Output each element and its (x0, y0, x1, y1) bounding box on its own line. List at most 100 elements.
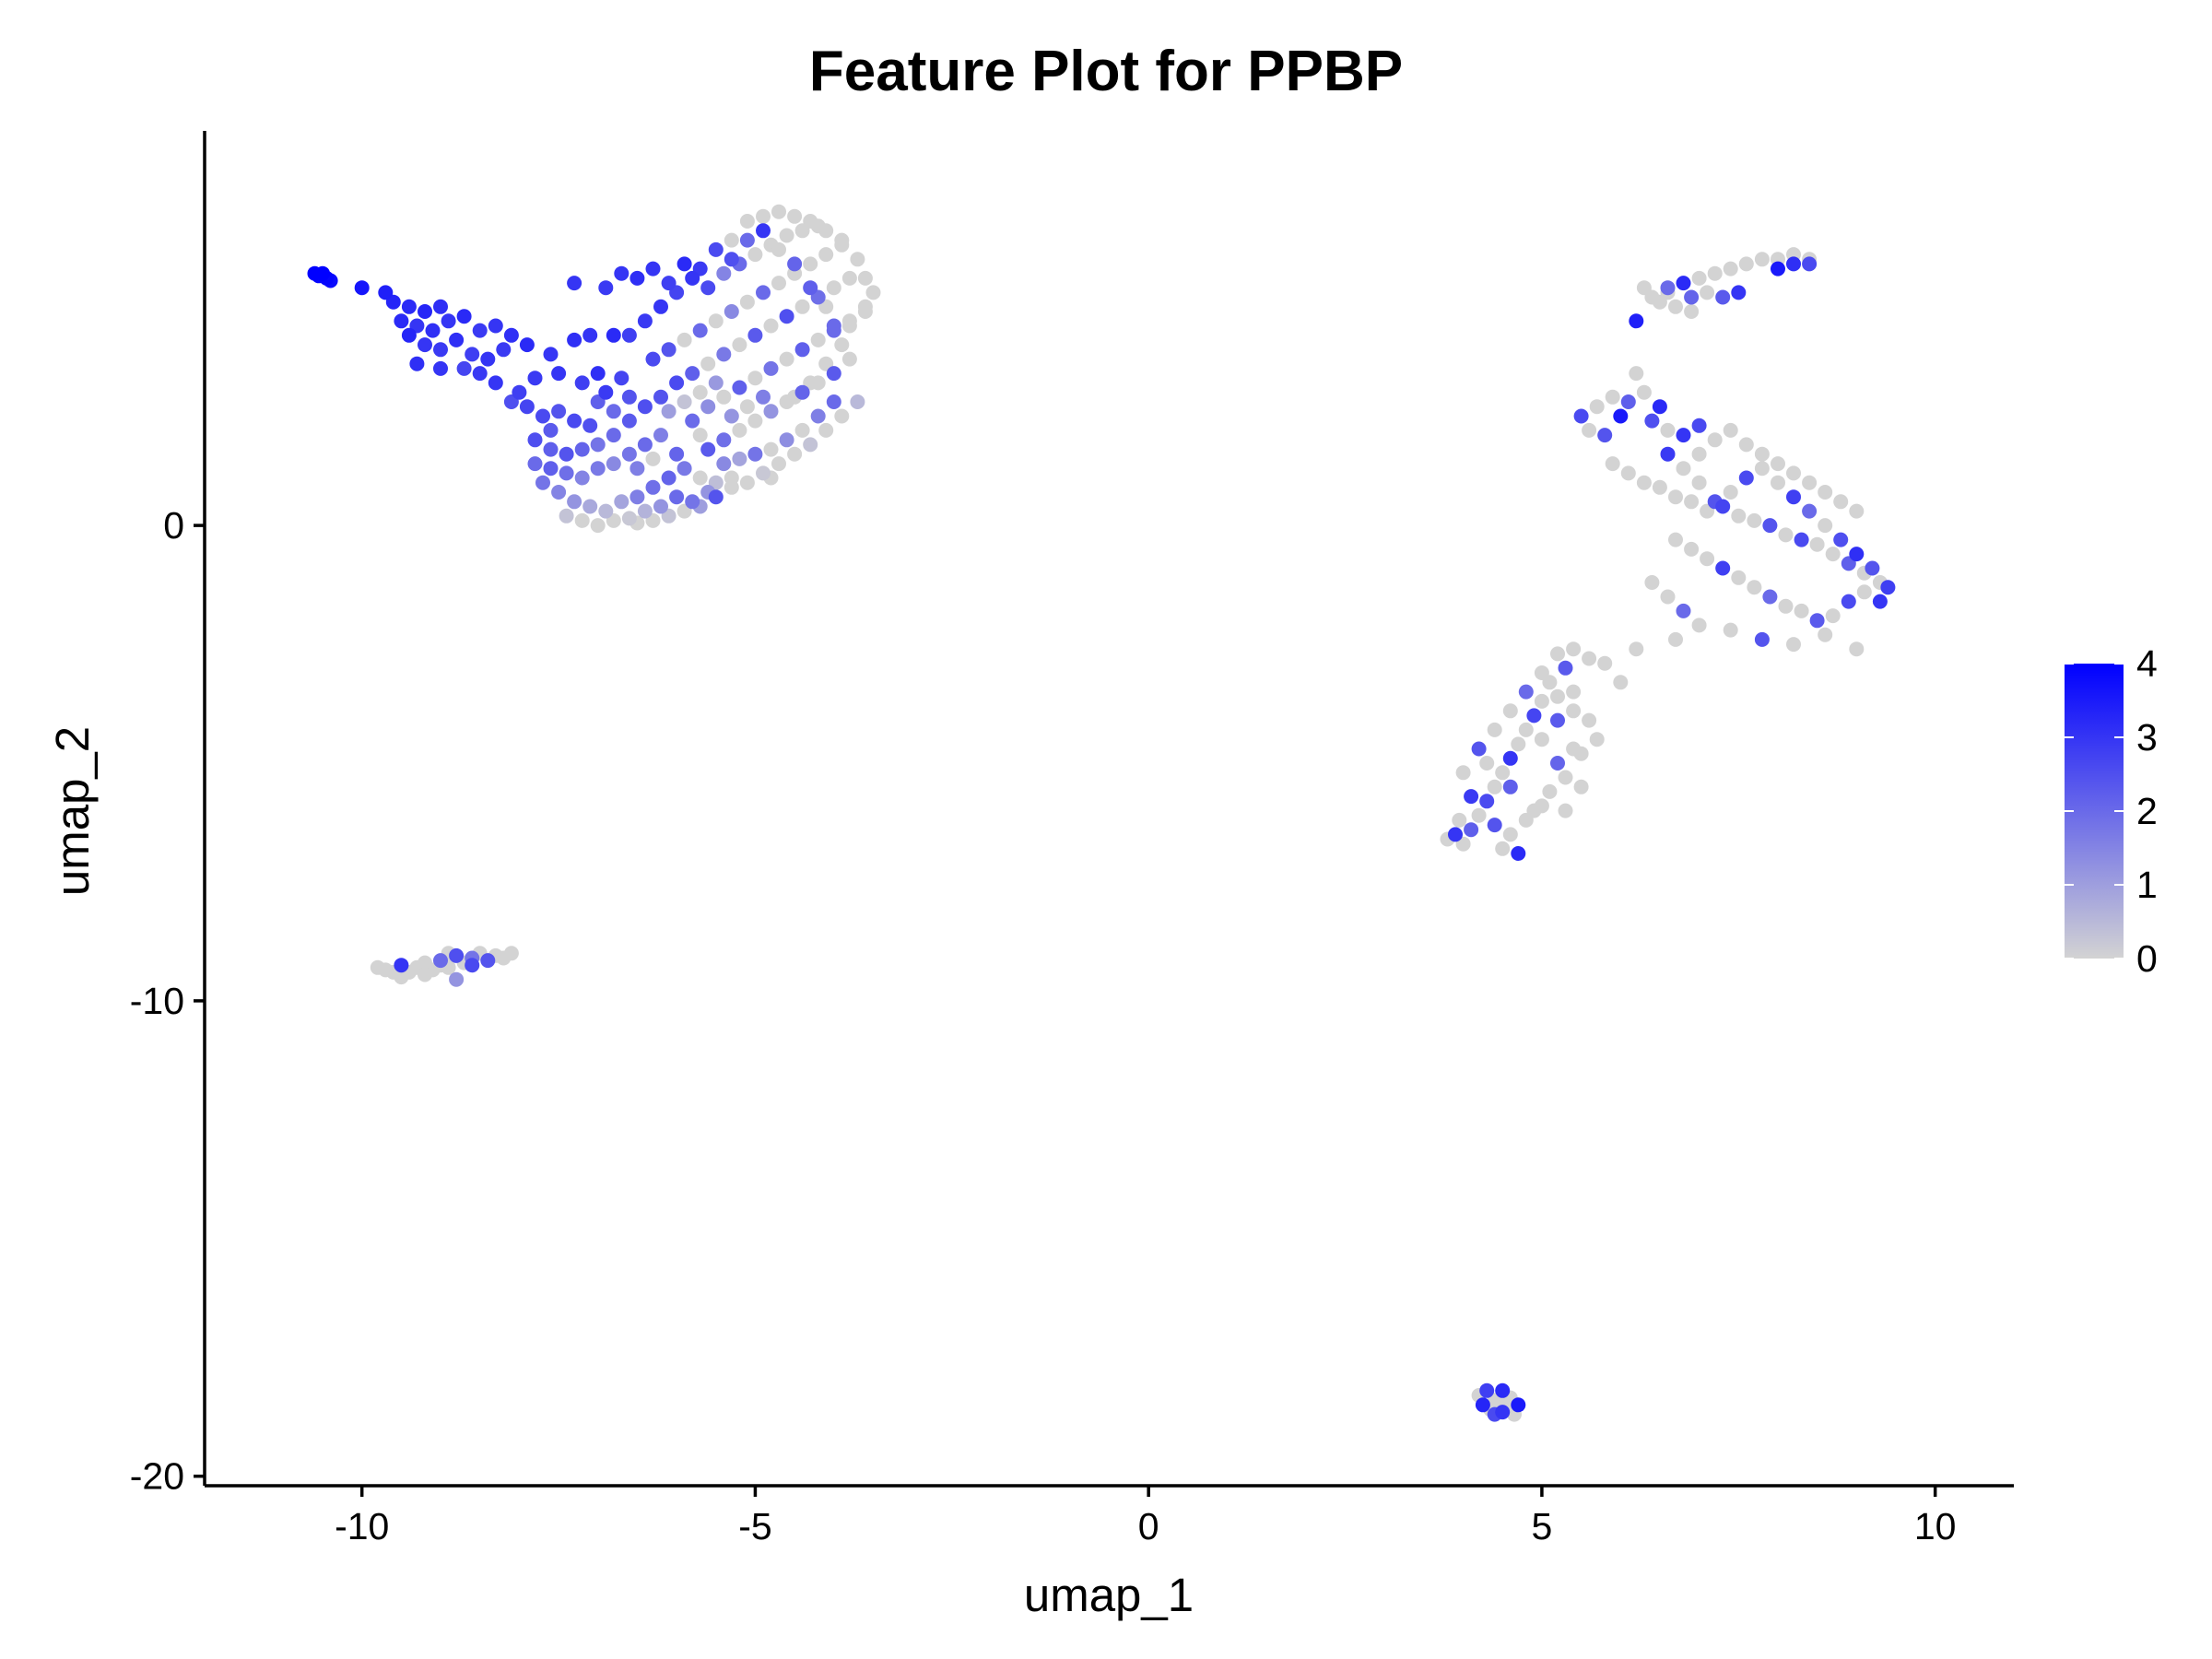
data-point (700, 399, 716, 415)
data-point (756, 389, 771, 405)
data-point (771, 241, 786, 257)
y-tick-label: 0 (163, 504, 184, 547)
data-point (1644, 575, 1660, 590)
data-point (1471, 741, 1487, 757)
data-point (1589, 399, 1605, 415)
data-point (527, 371, 543, 386)
data-point (708, 375, 724, 391)
data-point (1802, 475, 1818, 490)
data-point (598, 503, 614, 519)
data-point (716, 265, 732, 281)
data-point (1629, 641, 1644, 657)
data-point (551, 485, 567, 500)
data-point (1495, 1382, 1511, 1398)
data-point (826, 394, 841, 409)
data-point (1475, 1397, 1490, 1413)
data-point (1676, 276, 1691, 291)
data-point (551, 404, 567, 419)
colorbar-tick-label: 0 (2136, 937, 2158, 980)
data-point (1566, 684, 1582, 700)
data-point (1691, 475, 1707, 490)
data-point (394, 958, 409, 973)
data-point (724, 408, 739, 424)
data-point (1754, 252, 1770, 267)
data-point (724, 252, 739, 267)
data-point (621, 389, 637, 405)
data-point (1652, 399, 1667, 415)
colorbar-tick-label: 3 (2136, 716, 2158, 759)
x-axis-title: umap_1 (1024, 1569, 1194, 1621)
data-point (826, 280, 841, 296)
data-point (1636, 475, 1652, 490)
data-point (614, 265, 629, 281)
data-point (1534, 693, 1549, 709)
data-point (850, 252, 865, 267)
data-point (315, 265, 330, 281)
data-point (1613, 408, 1629, 424)
data-point (629, 461, 645, 477)
data-point (1786, 637, 1801, 653)
data-point (629, 270, 645, 286)
data-point (708, 241, 724, 257)
data-point (1479, 756, 1495, 771)
data-point (559, 465, 574, 481)
data-point (1747, 580, 1762, 595)
data-point (1684, 304, 1700, 319)
data-point (480, 953, 496, 969)
data-point (1487, 818, 1502, 833)
data-point (1723, 261, 1738, 276)
data-point (354, 280, 370, 296)
data-point (590, 366, 606, 382)
data-point (1502, 750, 1518, 766)
x-tick-label: 0 (1138, 1505, 1159, 1547)
data-point (739, 294, 755, 310)
data-point (1573, 779, 1589, 794)
data-point (1684, 541, 1700, 557)
data-point (1691, 418, 1707, 433)
data-point (771, 276, 786, 291)
data-point (1487, 722, 1502, 737)
data-point (763, 360, 779, 376)
data-point (574, 375, 590, 391)
data-point (803, 437, 818, 453)
data-point (1550, 688, 1565, 704)
data-point (661, 342, 677, 358)
data-point (1684, 494, 1700, 510)
data-point (1872, 594, 1888, 609)
data-point (637, 313, 653, 329)
colorbar-legend: 0 1 2 3 4 (2065, 642, 2158, 980)
data-point (1526, 803, 1542, 818)
data-point (1731, 508, 1747, 524)
data-point (1738, 256, 1754, 272)
data-point (692, 428, 708, 443)
data-point (418, 304, 432, 319)
data-point (1511, 846, 1526, 861)
data-point (1511, 1397, 1526, 1413)
data-point (449, 971, 465, 987)
data-point (1723, 622, 1738, 638)
data-point (826, 318, 841, 334)
data-point (1660, 280, 1676, 296)
data-point (1550, 756, 1565, 771)
data-point (1668, 631, 1683, 647)
data-point (803, 214, 818, 229)
data-point (606, 456, 621, 472)
data-point (480, 351, 496, 367)
data-point (669, 375, 685, 391)
data-point (724, 470, 739, 486)
x-tick-label: -10 (335, 1505, 389, 1547)
data-point (567, 332, 582, 347)
data-point (1558, 660, 1573, 676)
data-point (456, 360, 472, 376)
data-point (787, 446, 803, 462)
data-point (1794, 603, 1809, 618)
data-point (1802, 256, 1818, 272)
data-point (1818, 485, 1833, 500)
data-point (1550, 712, 1565, 728)
data-point (1676, 603, 1691, 618)
data-point (747, 446, 763, 462)
data-point (1471, 807, 1487, 823)
data-point (567, 413, 582, 429)
data-point (590, 518, 606, 534)
data-point (574, 512, 590, 528)
